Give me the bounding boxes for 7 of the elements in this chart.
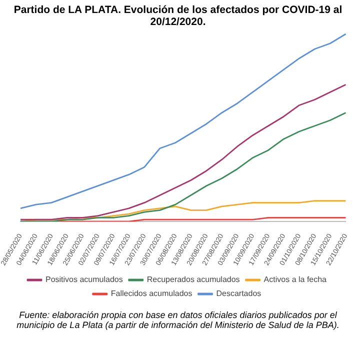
source-note: Fuente: elaboración propia con base en datos oficiales diarios publicados por el municipio de La Plata (a partir de información del Ministerio de Salud de la PBA).	[16, 310, 340, 330]
legend-label: Descartados	[216, 289, 262, 298]
legend-label: Activos a la fecha	[264, 275, 328, 284]
chart-title: Partido de LA PLATA. Evolución de los afectados por COVID-19 al 20/12/2020.	[12, 3, 344, 30]
legend-label: Positivos acumulados	[45, 275, 123, 284]
legend-label: Recuperados acumulados	[146, 275, 240, 284]
legend-label: Fallecidos acumulados	[110, 289, 192, 298]
